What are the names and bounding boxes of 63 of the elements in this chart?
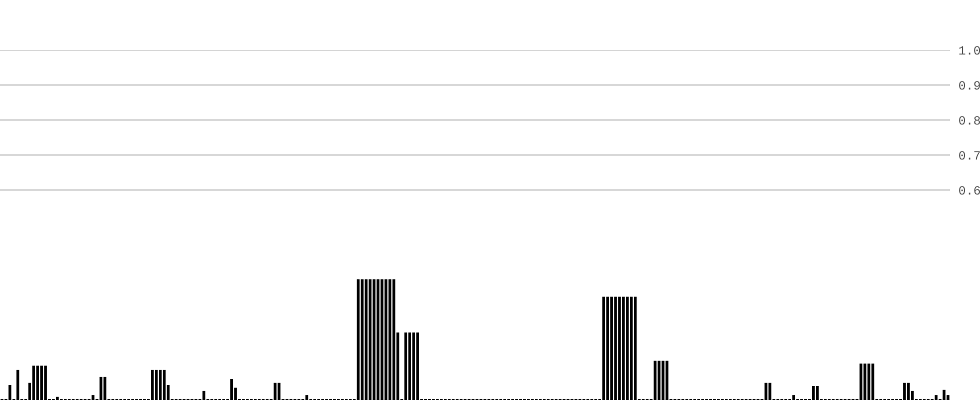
bar [100,376,102,400]
bar [151,370,154,400]
bar [356,279,360,400]
bar [384,279,388,400]
bar [364,279,368,400]
bar [392,279,396,400]
bar [860,364,862,400]
bar [305,395,308,400]
y-tick-label: 0.9 [959,81,980,90]
bar [614,296,617,400]
bar [32,366,36,400]
y-tick-label: 0.7 [959,151,980,160]
bar [230,379,233,400]
bar [380,279,384,400]
bar [864,364,866,400]
bar [408,332,412,400]
bar [158,370,162,400]
bar [92,395,94,400]
bar [162,370,166,400]
bar [903,382,906,400]
bar [154,370,158,400]
bar [658,360,660,400]
bar [666,360,668,400]
bar [792,395,796,400]
bar [816,386,819,400]
bar [278,382,280,400]
bar [942,390,946,400]
bar [36,366,39,400]
bar [626,296,629,400]
bar [16,370,20,400]
bar [764,382,768,400]
bar [622,296,625,400]
bar [662,360,664,400]
bar [360,279,364,400]
y-tick-label: 1.0 [959,46,980,55]
bar [44,366,47,400]
bar [867,364,870,400]
y-tick-label: 0.6 [959,186,980,195]
bar [40,366,43,400]
bar [388,279,392,400]
bar [416,332,419,400]
bar [368,279,372,400]
bar [610,296,613,400]
bar [404,332,408,400]
bar [907,382,910,400]
bar [630,296,633,400]
bar [654,360,656,400]
bar [412,332,416,400]
y-tick-label: 0.8 [959,116,980,125]
bar [606,296,609,400]
bar [618,296,621,400]
bar [376,279,380,400]
bar [812,386,815,400]
bar [8,384,12,400]
bar [768,382,772,400]
bar [372,279,376,400]
bar [871,364,874,400]
bar [104,376,106,400]
bar [274,382,276,400]
bar [602,296,606,400]
bar [934,395,938,400]
bar [56,396,59,400]
bar [634,296,637,400]
